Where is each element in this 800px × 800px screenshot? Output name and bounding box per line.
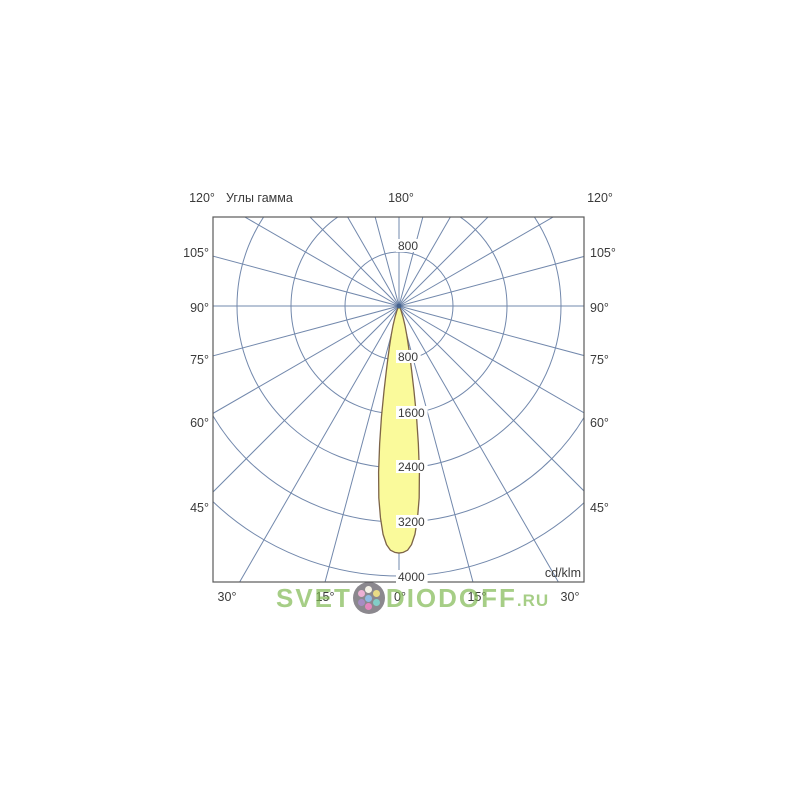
svg-text:45°: 45° (590, 501, 609, 515)
unit-label: cd/klm (545, 566, 581, 580)
svg-text:90°: 90° (190, 301, 209, 315)
svg-text:60°: 60° (190, 416, 209, 430)
chart-title: Углы гамма (226, 191, 293, 205)
svg-text:75°: 75° (590, 353, 609, 367)
svg-text:90°: 90° (590, 301, 609, 315)
svg-text:30°: 30° (218, 590, 237, 604)
polar-grid-spokes (213, 217, 584, 582)
ring-value-labels: 800 800 1600 2400 3200 4000 (396, 239, 428, 584)
svg-text:45°: 45° (190, 501, 209, 515)
svg-text:1600: 1600 (398, 406, 425, 420)
svg-text:105°: 105° (590, 246, 616, 260)
svg-text:105°: 105° (183, 246, 209, 260)
svg-text:15°: 15° (468, 590, 487, 604)
photometric-center-dot (396, 303, 402, 309)
svg-text:60°: 60° (590, 416, 609, 430)
svg-text:800: 800 (398, 239, 418, 253)
beam-intensity-lobe (377, 305, 421, 554)
svg-text:75°: 75° (190, 353, 209, 367)
svg-text:30°: 30° (561, 590, 580, 604)
svg-text:3200: 3200 (398, 515, 425, 529)
svg-text:2400: 2400 (398, 460, 425, 474)
svg-text:4000: 4000 (398, 570, 425, 584)
angle-labels: 120° 180° 120° 105° 90° 75° 60° 45° 105° 90° 75° 60… (183, 191, 616, 604)
svg-text:0°: 0° (394, 590, 406, 604)
svg-text:800: 800 (398, 350, 418, 364)
svg-text:120°: 120° (587, 191, 613, 205)
svg-text:180°: 180° (388, 191, 414, 205)
svg-text:15°: 15° (316, 590, 335, 604)
polar-grid (213, 217, 584, 582)
svg-text:120°: 120° (189, 191, 215, 205)
